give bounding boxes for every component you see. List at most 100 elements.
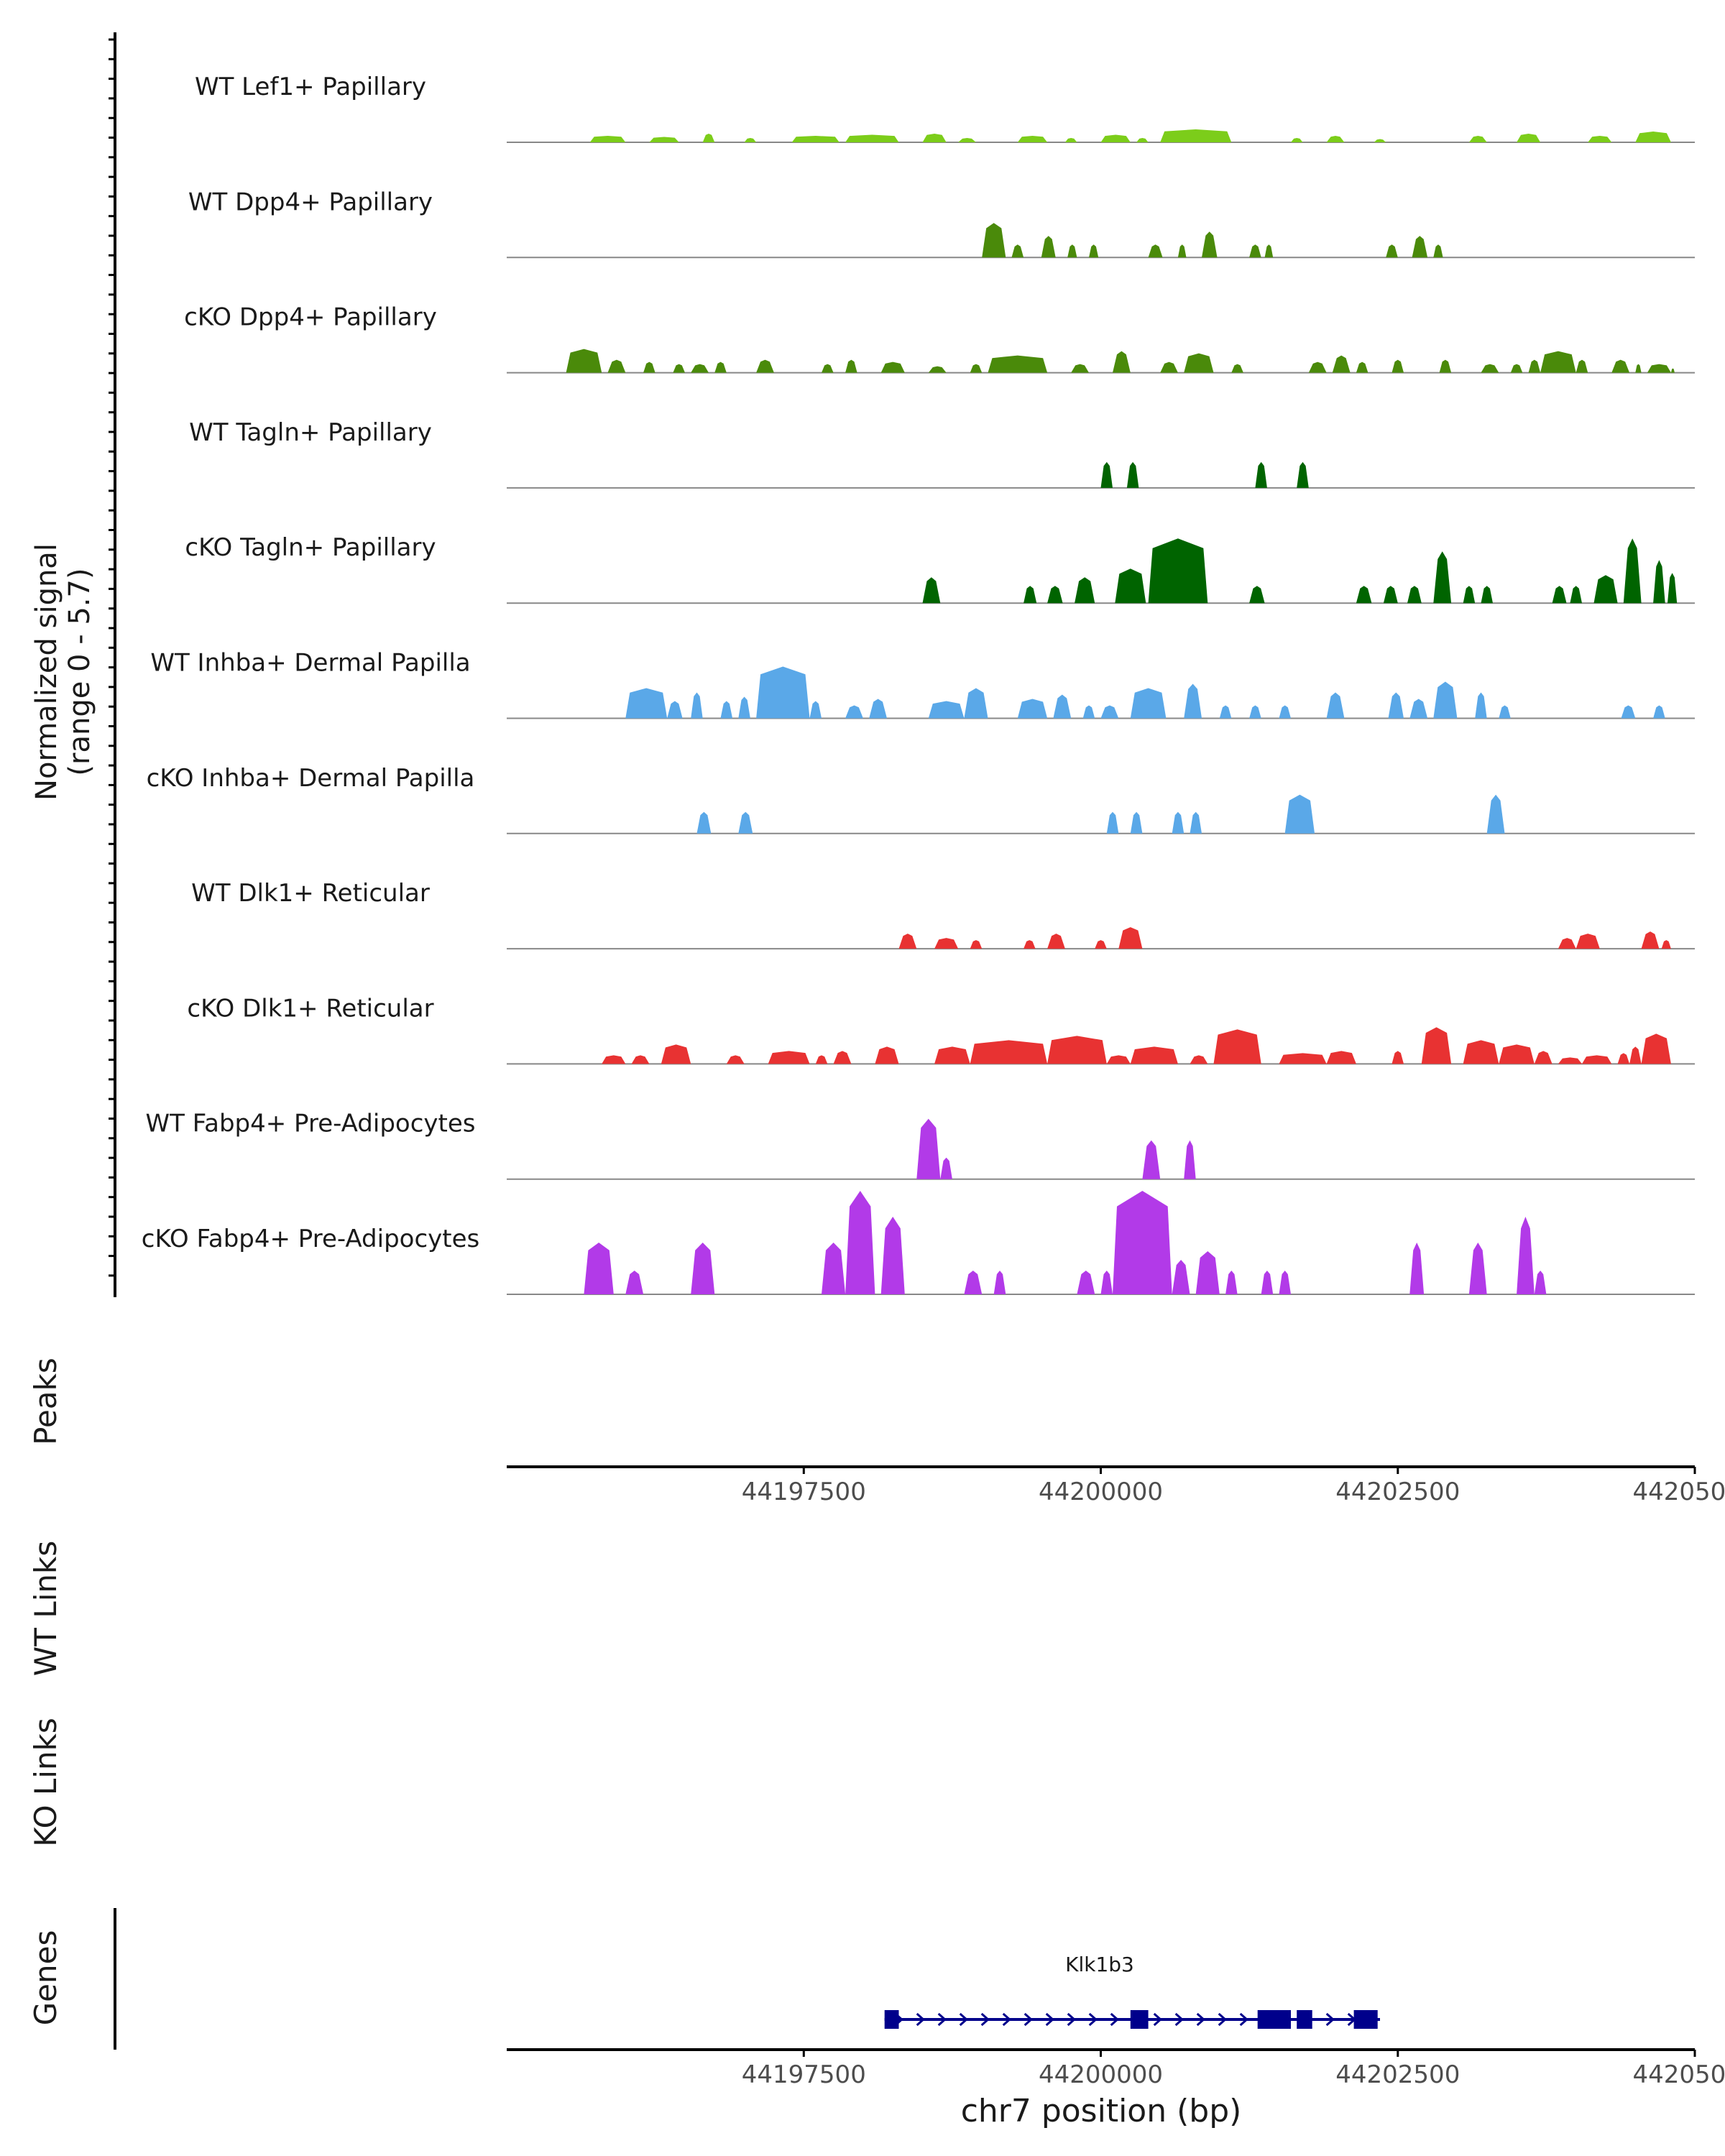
coverage-peak [1279, 1271, 1291, 1294]
coverage-peak [1326, 1051, 1356, 1064]
x-tick-label: 44200000 [1039, 1478, 1163, 1506]
track-cko-dlk1-reticular: cKO Dlk1+ Reticular [187, 994, 1695, 1065]
coverage-peak [1113, 351, 1131, 373]
coverage-peak [756, 666, 810, 719]
strand-arrow [937, 2012, 947, 2027]
x-tick-label: 44202500 [1335, 1478, 1460, 1506]
track-cko-tagln-papillary: cKO Tagln+ Papillary [185, 533, 1695, 604]
coverage-peak [1392, 1051, 1404, 1064]
gene-exon [1257, 2010, 1291, 2029]
coverage-peak [1115, 568, 1146, 604]
x-tick-label: 44205000 [1632, 1478, 1725, 1506]
coverage-peak [1552, 586, 1567, 604]
coverage-peak [928, 366, 947, 373]
coverage-peak [1136, 138, 1149, 142]
coverage-peak [1617, 1053, 1630, 1064]
coverage-peak [1670, 368, 1675, 373]
coverage-peak [898, 934, 917, 949]
coverage-peak [1017, 699, 1048, 719]
gene-exon [1297, 2010, 1312, 2029]
coverage-peak [1629, 1046, 1642, 1064]
strand-arrow [1218, 2012, 1227, 2027]
coverage-peak [1284, 794, 1315, 834]
strand-arrow [1153, 2012, 1162, 2027]
coverage-peak [970, 1040, 1048, 1064]
y-axis-label-line2: (range 0 - 5.7) [63, 568, 96, 775]
coverage-peak [1332, 355, 1351, 373]
gene-exon [884, 2010, 899, 2029]
coverage-peak [1184, 353, 1214, 373]
coverage-peak [964, 688, 988, 719]
coverage-peak [631, 1055, 650, 1064]
track-label: WT Dpp4+ Papillary [188, 188, 433, 216]
genes-x-axis-ticks: 44197500 44200000 44202500 44205000 [742, 2050, 1725, 2089]
coverage-peak [1486, 794, 1505, 834]
track-label: WT Fabp4+ Pre-Adipocytes [146, 1110, 476, 1138]
coverage-peak [1064, 138, 1077, 142]
coverage-peak [649, 137, 679, 142]
coverage-peak [934, 938, 959, 949]
strand-arrow [1110, 2012, 1119, 2027]
track-label: cKO Tagln+ Papillary [185, 533, 436, 562]
coverage-peak [691, 364, 709, 373]
x-tick-label: 44197500 [742, 2060, 866, 2089]
coverage-peak [1409, 1243, 1425, 1294]
coverage-peak [1412, 236, 1428, 258]
coverage-peak [1499, 705, 1511, 719]
coverage-peak [1421, 1027, 1452, 1064]
coverage-peak [625, 1271, 644, 1294]
coverage-peak [1308, 361, 1327, 373]
coverage-peak [815, 1055, 828, 1064]
strand-arrow [1045, 2012, 1054, 2027]
coverage-peak [1582, 1055, 1612, 1064]
track-label: cKO Dlk1+ Reticular [187, 994, 433, 1023]
coverage-peak [988, 355, 1048, 373]
coverage-peak [566, 349, 602, 373]
coverage-peak [1100, 1271, 1113, 1294]
coverage-peak [1077, 1271, 1095, 1294]
coverage-peak [1510, 364, 1523, 373]
coverage-peak [1195, 1251, 1220, 1294]
coverage-peak [1231, 364, 1243, 373]
coverage-peak [1041, 236, 1056, 258]
coverage-peak [1593, 575, 1618, 604]
coverage-peak [1468, 136, 1487, 142]
coverage-peak [1558, 1057, 1582, 1064]
coverage-peak [1517, 1217, 1535, 1294]
track-wt-dlk1-reticular: WT Dlk1+ Reticular [191, 879, 1695, 950]
coverage-peak [1225, 1271, 1238, 1294]
strand-arrow [1002, 2012, 1011, 2027]
gene-exon [1130, 2010, 1149, 2029]
coverage-peak [1668, 573, 1678, 604]
coverage-peak [625, 688, 668, 719]
strand-arrow [980, 2012, 990, 2027]
coverage-peak [869, 699, 887, 719]
coverage-peak [1130, 688, 1167, 719]
coverage-peak [1100, 134, 1131, 142]
coverage-peak [1130, 1046, 1178, 1064]
coverage-peak [982, 223, 1006, 258]
coverage-peak [1053, 694, 1072, 719]
strand-arrow [959, 2012, 968, 2027]
y-axis-label-line1: Normalized signal [30, 543, 63, 801]
coverage-peak [1611, 359, 1630, 373]
coverage-peak [1249, 586, 1265, 604]
coverage-tracks: WT Lef1+ Papillary WT Dpp4+ Papillary cKO … [142, 73, 1695, 1295]
coverage-peak [1100, 461, 1113, 488]
coverage-peak [661, 1044, 691, 1064]
track-label: WT Lef1+ Papillary [195, 73, 426, 101]
coverage-peak [1190, 1055, 1208, 1064]
coverage-peak [738, 811, 753, 834]
coverage-peak [1433, 551, 1452, 604]
track-wt-inhba-dermal-papilla: WT Inhba+ Dermal Papilla [150, 649, 1695, 719]
coverage-peak [1172, 1260, 1190, 1294]
coverage-peak [970, 364, 983, 373]
coverage-peak [1291, 138, 1303, 142]
strand-arrow [1088, 2012, 1098, 2027]
track-cko-fabp4-pre-adipocytes: cKO Fabp4+ Pre-Adipocytes [142, 1191, 1695, 1295]
coverage-peak [1534, 1271, 1547, 1294]
coverage-peak [1433, 681, 1458, 719]
strand-arrow [1024, 2012, 1033, 2027]
coverage-peak [738, 696, 750, 719]
